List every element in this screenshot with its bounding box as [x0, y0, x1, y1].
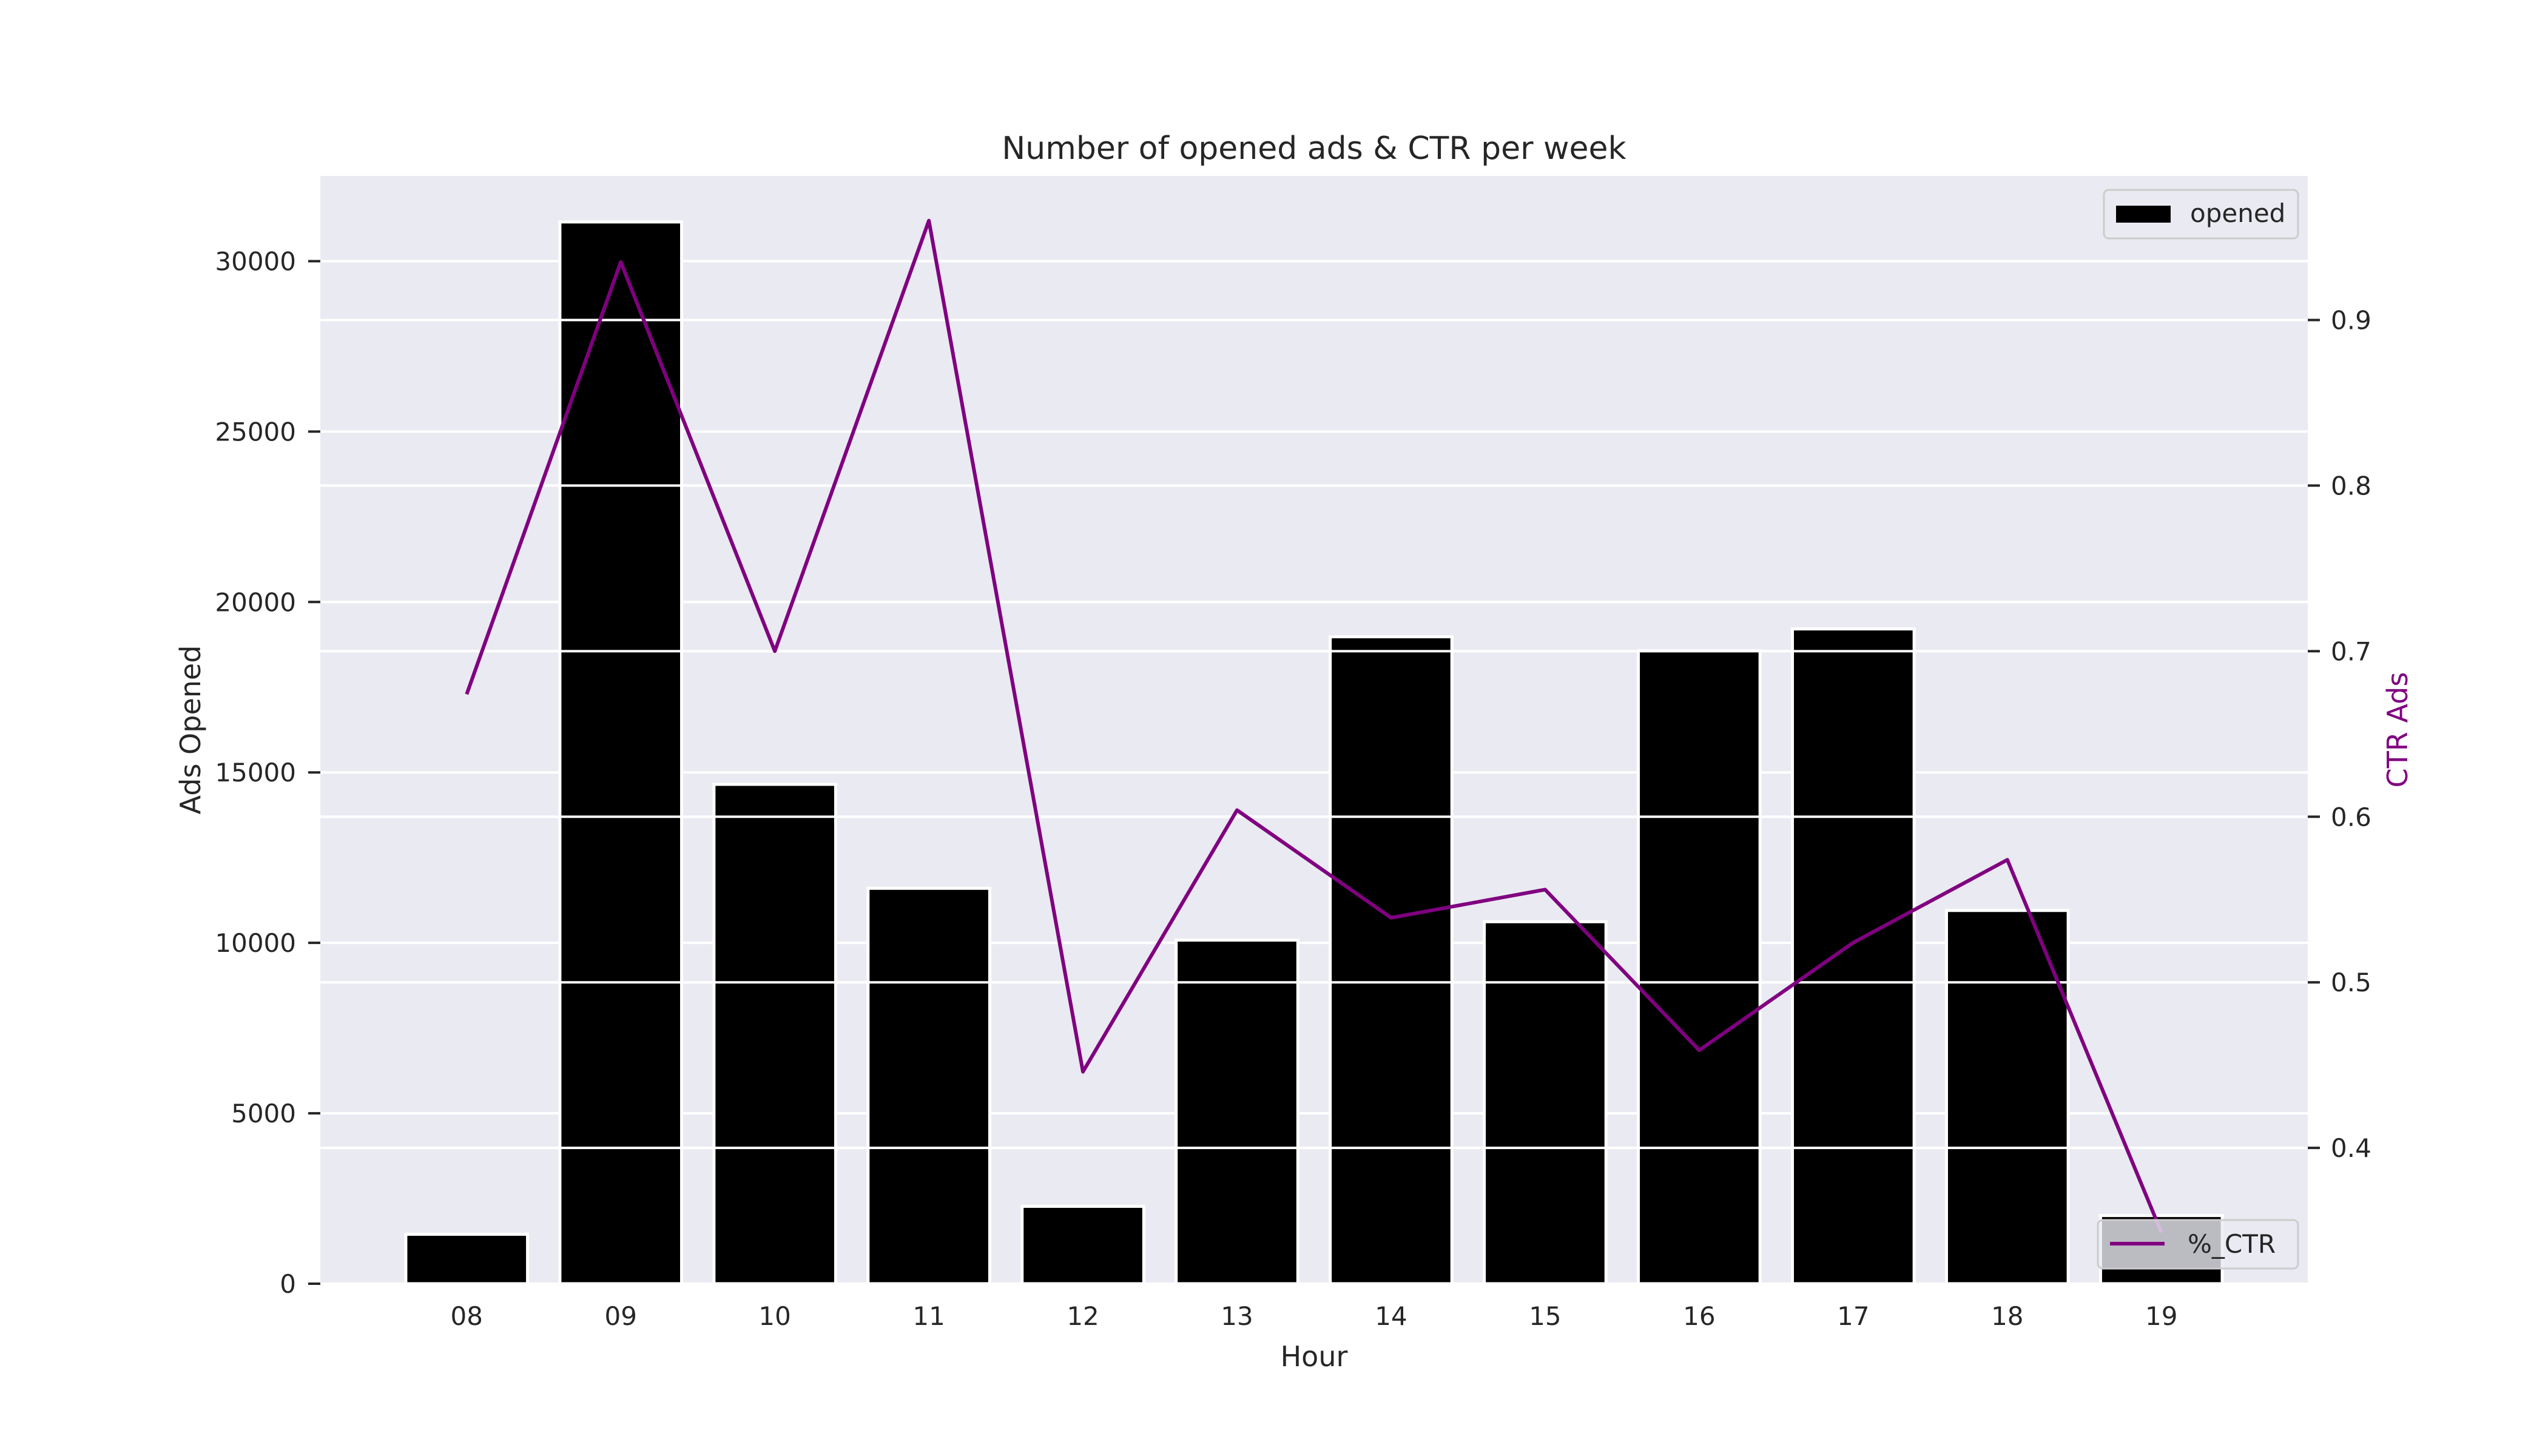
y2-axis-ticks: 0.4 0.5 0.6 0.7 0.8 0.9: [2308, 305, 2371, 1163]
x-tick-label: 09: [604, 1301, 636, 1331]
x-tick-label: 14: [1375, 1301, 1407, 1331]
bar-series-opened: [404, 220, 2224, 1286]
y-tick-label: 25000: [215, 417, 296, 447]
y-axis-ticks: 0 5000 10000 15000 20000 25000 30000: [215, 246, 320, 1299]
y2-tick-label: 0.8: [2331, 471, 2371, 500]
bar: [712, 783, 837, 1286]
legend-opened-label: opened: [2190, 198, 2285, 228]
y2-axis-label: CTR Ads: [2381, 672, 2414, 788]
y2-tick-label: 0.5: [2331, 968, 2371, 997]
line-series-ctr: [465, 218, 2163, 1233]
x-tick-label: 19: [2145, 1301, 2177, 1331]
x-tick-label: 15: [1529, 1301, 1561, 1331]
x-axis-label: Hour: [1281, 1340, 1348, 1373]
x-tick-label: 11: [912, 1301, 945, 1331]
x-tick-label: 13: [1221, 1301, 1253, 1331]
legend-ctr-frame: [2097, 1219, 2299, 1270]
legend-opened-swatch: [2116, 206, 2171, 223]
legend-opened: opened: [2103, 189, 2299, 240]
y-axis-label: Ads Opened: [174, 645, 207, 815]
bar: [1175, 939, 1299, 1286]
legend-ctr-label: %_CTR: [2188, 1229, 2276, 1259]
bar: [404, 1233, 530, 1286]
x-tick-label: 12: [1067, 1301, 1099, 1331]
y-tick-label: 5000: [231, 1099, 296, 1128]
y2-tick-label: 0.9: [2331, 305, 2371, 335]
y-tick-label: 20000: [215, 587, 296, 617]
bar: [1944, 909, 2070, 1286]
ctr-line: [465, 218, 2163, 1233]
x-tick-label: 10: [758, 1301, 790, 1331]
y-tick-label: 0: [280, 1269, 296, 1299]
y-tick-label: 10000: [215, 928, 296, 958]
bar: [1483, 920, 1608, 1286]
bar: [1020, 1204, 1145, 1286]
legend-ctr: %_CTR: [2097, 1219, 2299, 1270]
bar: [558, 220, 684, 1286]
y2-tick-label: 0.4: [2331, 1133, 2371, 1163]
y-tick-label: 30000: [215, 246, 296, 276]
bar: [1329, 635, 1454, 1286]
x-tick-label: 08: [451, 1301, 483, 1331]
x-tick-label: 16: [1683, 1301, 1715, 1331]
secondary-gridlines-over: [320, 318, 2308, 1150]
x-tick-label: 17: [1837, 1301, 1869, 1331]
bar: [1637, 649, 1762, 1286]
y2-tick-label: 0.7: [2331, 636, 2371, 666]
bar: [866, 886, 991, 1286]
bar: [1791, 627, 1916, 1286]
y2-tick-label: 0.6: [2331, 802, 2371, 832]
y-tick-label: 15000: [215, 758, 296, 787]
x-axis-ticks: 08 09 10 11 12 13 14 15 16 17 18 19: [451, 1301, 2178, 1331]
legend-opened-frame: [2103, 189, 2299, 240]
chart-title: Number of opened ads & CTR per week: [1002, 130, 1626, 167]
x-tick-label: 18: [1991, 1301, 2023, 1331]
